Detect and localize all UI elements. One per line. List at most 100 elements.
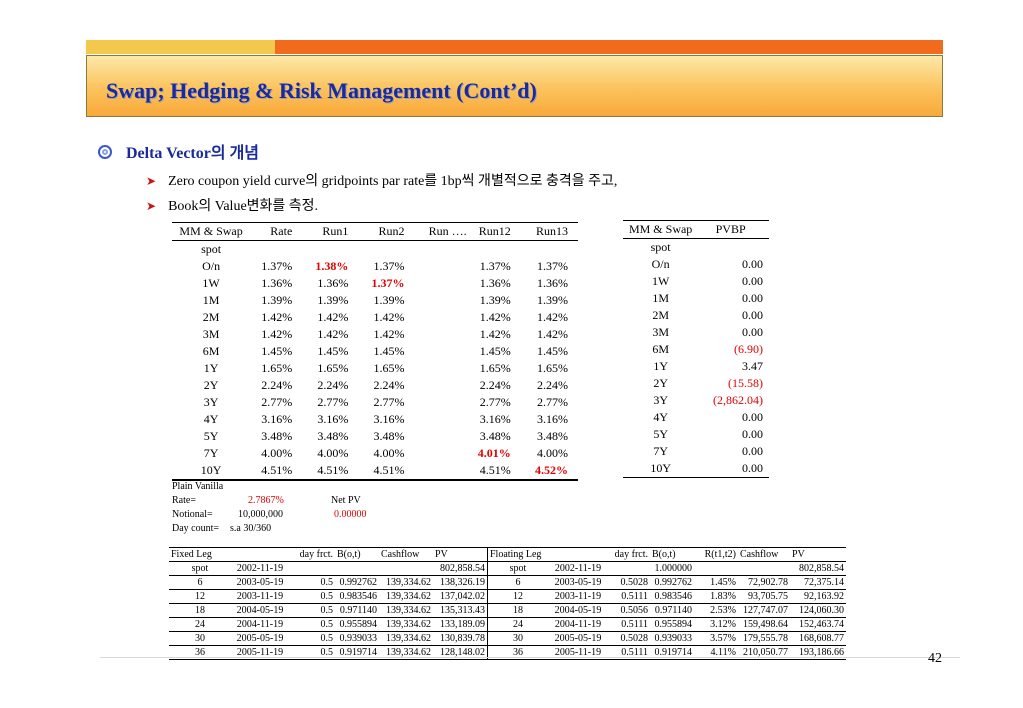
table-cell: 1W [651, 274, 670, 288]
table-row: spot [172, 241, 578, 259]
title-banner: Swap; Hedging & Risk Management (Cont’d) [86, 55, 943, 117]
floating-leg-cell: 92,163.92 [804, 591, 844, 602]
table-cell: 3.16% [261, 412, 293, 426]
table-cell: 1.65% [537, 361, 568, 375]
table-cell: 4.00% [373, 446, 405, 460]
fixed-leg-cell: 2004-11-19 [236, 619, 284, 630]
table-row: 24 2004-11-19 0.5 0.955894 139,334.62 133,189… [169, 617, 846, 632]
table-cell: 1.42% [537, 310, 568, 324]
floating-leg-cell: 0.5028 [620, 577, 649, 588]
table-cell: 1.37% [261, 259, 293, 273]
fixed-leg-cell: 0.5 [320, 619, 334, 630]
table-cell: 1.39% [479, 293, 511, 307]
table-cell [405, 343, 467, 360]
floating-leg-cell [694, 562, 738, 576]
table-row: 1M 1.39% 1.39% 1.39% 1.39% 1.39% [172, 292, 578, 309]
fixed-leg-cell: 128,148.02 [433, 645, 488, 660]
table-cell: 3.48% [373, 429, 405, 443]
table-cell: 0.00 [742, 427, 763, 441]
table-cell: 2.77% [537, 395, 568, 409]
table-cell: 0.00 [742, 274, 763, 288]
floating-leg-cell: spot [509, 563, 527, 574]
floating-leg-cell: 210,050.77 [743, 647, 788, 658]
table-row: 1W 0.00 [623, 273, 769, 290]
table-cell: 2M [202, 310, 220, 324]
floating-leg-cell [738, 562, 790, 576]
fixed-leg-cell: 12 [195, 591, 205, 602]
fixed-leg-cell [379, 562, 433, 576]
table-cell: 4Y [203, 412, 219, 426]
arrow-bullet-icon: ➤ [146, 174, 157, 188]
header-cell: PV [433, 547, 488, 562]
table-cell: 1.45% [261, 344, 293, 358]
table-cell [405, 428, 467, 445]
fixed-leg-cell: 0.939033 [339, 633, 378, 644]
table-row: 2M 0.00 [623, 307, 769, 324]
floating-leg-cell: 1.83% [710, 591, 736, 602]
floating-leg-cell [608, 562, 650, 576]
table-cell: 3.16% [373, 412, 405, 426]
floating-leg-cell: 3.57% [710, 633, 736, 644]
floating-leg-cell: 152,463.74 [799, 619, 844, 630]
table-row: 1Y 3.47 [623, 358, 769, 375]
table-cell [405, 292, 467, 309]
fixed-leg-cell: 138,326.19 [433, 575, 488, 590]
fixed-leg-cell: 0.955894 [339, 619, 378, 630]
table-cell [348, 241, 404, 259]
table-row: 3Y 2.77% 2.77% 2.77% 2.77% 2.77% [172, 394, 578, 411]
table-cell: 0.00 [742, 257, 763, 271]
table-row: 10Y 4.51% 4.51% 4.51% 4.51% 4.52% [172, 462, 578, 480]
table-row: O/n 1.37% 1.38% 1.37% 1.37% 1.37% [172, 258, 578, 275]
table-cell: 2.77% [373, 395, 405, 409]
table-cell [405, 394, 467, 411]
fixed-leg-cell: 0.5 [320, 633, 334, 644]
table-row: 1Y 1.65% 1.65% 1.65% 1.65% 1.65% [172, 360, 578, 377]
table-cell: 3.16% [479, 412, 511, 426]
table-row: spot 2002-11-19 802,858.54 spot 2002-11-19 1.… [169, 561, 846, 576]
rate-value: 2.7867% [248, 495, 284, 506]
fixed-leg-cell: 137,042.02 [433, 589, 488, 604]
table-cell: spot [650, 240, 671, 254]
arrow-bullet-icon: ➤ [146, 199, 157, 213]
table-cell [405, 445, 467, 462]
table-cell: (6.90) [734, 342, 763, 356]
table-cell: 3.48% [317, 429, 349, 443]
header-cell: B(o,t) [337, 549, 361, 560]
fixed-leg-cell: 0.971140 [339, 605, 377, 616]
table-cell: 3.48% [479, 429, 511, 443]
table-cell [405, 241, 467, 259]
table-cell: 6M [202, 344, 220, 358]
table-cell: 1M [202, 293, 220, 307]
notional-value: 10,000,000 [238, 509, 283, 520]
table-cell [405, 360, 467, 377]
fixed-leg-cell: 130,839.78 [433, 631, 488, 646]
table-row: 7Y 0.00 [623, 443, 769, 460]
floating-leg-cell: 0.919714 [654, 647, 693, 658]
floating-leg-cell: 72,375.14 [804, 577, 844, 588]
table-cell: 1W [202, 276, 220, 290]
floating-leg-cell: 2002-11-19 [554, 563, 602, 574]
table-cell: 3.16% [537, 412, 568, 426]
table-cell: spot [201, 242, 222, 256]
table-cell [250, 241, 292, 259]
fixed-leg-cell: 24 [195, 619, 205, 630]
table-cell: 1.45% [537, 344, 568, 358]
header-cell: Floating Leg [490, 549, 542, 560]
table-cell: 7Y [203, 446, 219, 460]
table-cell: 1.42% [317, 327, 349, 341]
table-row: 12 2003-11-19 0.5 0.983546 139,334.62 137,042… [169, 589, 846, 604]
table-cell: 2.24% [537, 378, 568, 392]
table-cell: 1.39% [537, 293, 568, 307]
table-cell: 2.77% [479, 395, 511, 409]
fixed-leg-cell: 0.5 [320, 591, 334, 602]
rate-label: Rate= [172, 495, 196, 506]
floating-leg-cell: 0.5111 [621, 619, 648, 630]
table-row: 4Y 0.00 [623, 409, 769, 426]
floating-leg-cell: 72,902.78 [748, 577, 788, 588]
table-cell [292, 241, 348, 259]
top-accent-bar-right [275, 40, 943, 54]
fixed-leg-cell: 2002-11-19 [236, 563, 284, 574]
table-cell: 2.24% [479, 378, 511, 392]
table-cell [405, 258, 467, 275]
floating-leg-cell: 2005-05-19 [554, 633, 602, 644]
